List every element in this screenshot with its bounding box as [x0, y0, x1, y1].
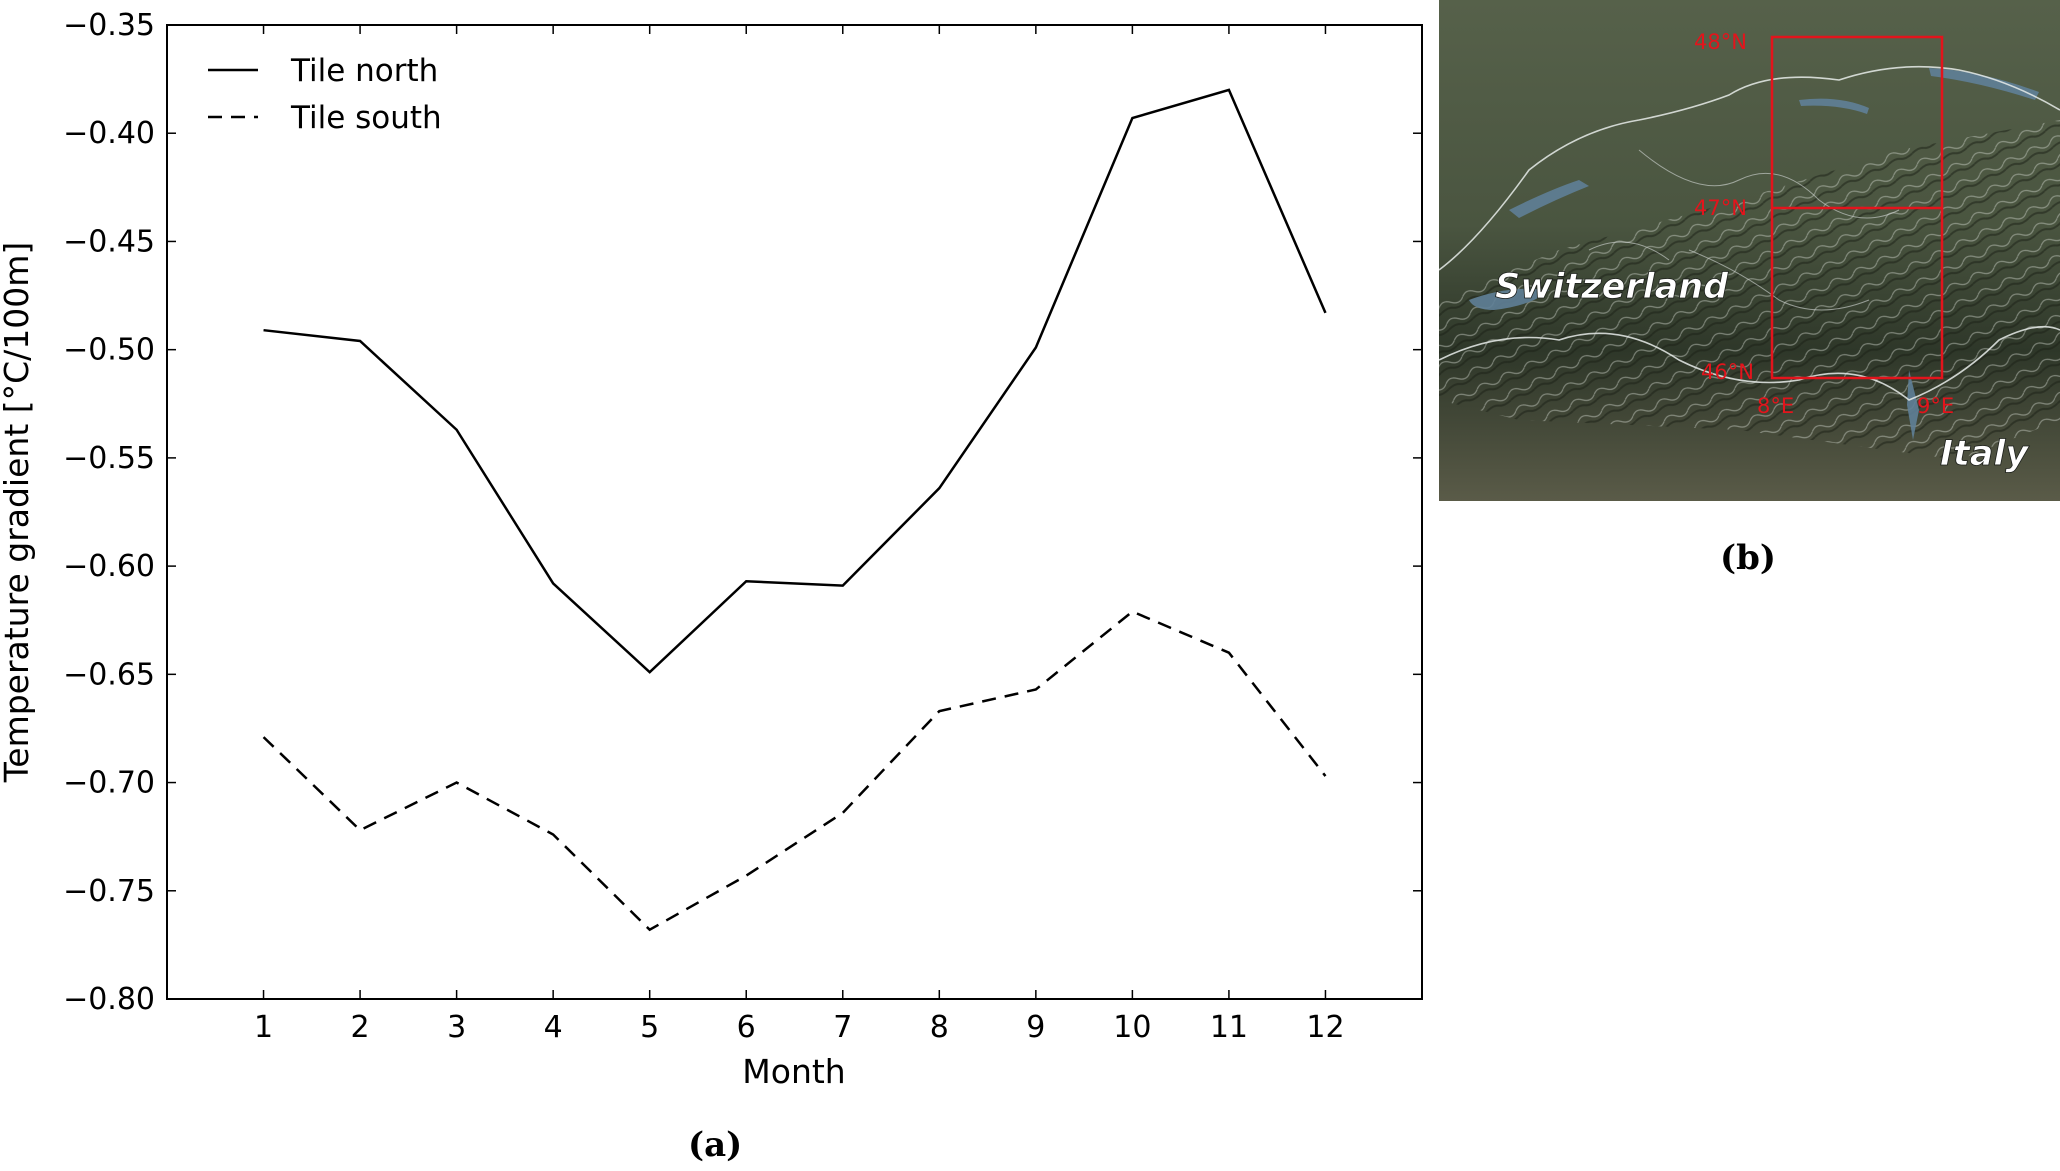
grid-label-46n: 46°N: [1701, 360, 1754, 384]
grid-label-48n: 48°N: [1694, 30, 1747, 54]
y-tick-label: −0.45: [63, 224, 155, 259]
x-tick-label: 6: [737, 1010, 756, 1045]
lake-neuchatel: [1509, 180, 1589, 218]
y-tick-label: −0.35: [63, 8, 155, 43]
lake-maggiore: [1907, 370, 1919, 440]
x-tick-label: 8: [930, 1010, 949, 1045]
grid-label-8e: 8°E: [1757, 394, 1794, 418]
y-tick-label: −0.50: [63, 333, 155, 368]
y-tick-label: −0.80: [63, 982, 155, 1017]
x-tick-label: 12: [1306, 1010, 1344, 1045]
y-tick-label: −0.60: [63, 549, 155, 584]
swiss-border: [1439, 65, 2060, 401]
x-tick-label: 2: [351, 1010, 370, 1045]
lake-constance: [1929, 68, 2039, 100]
series-line-tile-north: [263, 88, 1327, 674]
grid-label-9e: 9°E: [1917, 394, 1954, 418]
x-tick-label: 7: [833, 1010, 852, 1045]
panel-b-caption: (b): [1720, 538, 1776, 578]
x-tick-label: 9: [1026, 1010, 1045, 1045]
y-tick-label: −0.65: [63, 657, 155, 692]
canton-borders: [1588, 149, 1900, 311]
alps-satellite-map: 48°N 47°N 46°N 8°E 9°E Switzerland Italy: [1439, 0, 2060, 501]
temperature-gradient-chart: 1 2 3 4 5 6 7 8 9 10 11 12 −0.80−0.75−0.70−0.65−0.6…: [0, 8, 1423, 1091]
x-tick-label: 1: [254, 1010, 273, 1045]
grid-label-47n: 47°N: [1694, 196, 1747, 220]
plot-frame: [166, 24, 1423, 1000]
y-tick-label: −0.70: [63, 766, 155, 801]
x-tick-label: 11: [1210, 1010, 1248, 1045]
y-tick-label: −0.75: [63, 874, 155, 909]
alpine-ridges: [1439, 120, 2060, 460]
y-axis-label: Temperature gradient [°C/100m]: [0, 242, 36, 784]
series-line-tile-south: [262, 610, 1327, 932]
lake-geneva: [1469, 288, 1549, 310]
x-tick-label: 10: [1113, 1010, 1151, 1045]
y-tick-label: −0.55: [63, 441, 155, 476]
x-axis-label: Month: [742, 1052, 845, 1091]
x-tick-label: 4: [544, 1010, 563, 1045]
x-tick-label: 5: [640, 1010, 659, 1045]
panel-a-caption: (a): [688, 1125, 743, 1165]
x-tick-label: 3: [447, 1010, 466, 1045]
map-label-italy: Italy: [1940, 434, 2030, 474]
legend-label-north: Tile north: [290, 53, 438, 89]
y-tick-label: −0.40: [63, 116, 155, 151]
map-label-switzerland: Switzerland: [1495, 267, 1729, 307]
legend: Tile north Tile south: [208, 53, 442, 136]
legend-label-south: Tile south: [290, 100, 442, 136]
lake-zurich: [1799, 98, 1869, 114]
